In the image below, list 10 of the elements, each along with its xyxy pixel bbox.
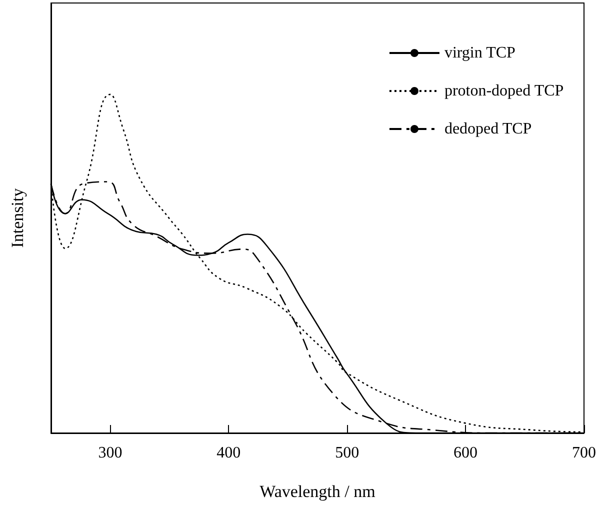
legend-label: virgin TCP	[444, 44, 516, 62]
x-tick-label: 700	[572, 444, 596, 462]
legend-label: proton-doped TCP	[444, 82, 564, 100]
x-axis-title: Wavelength / nm	[260, 482, 376, 501]
y-axis-title: Intensity	[8, 188, 27, 248]
legend-label: dedoped TCP	[444, 120, 532, 138]
x-tick-label: 400	[216, 444, 241, 462]
x-tick-label: 300	[98, 444, 122, 462]
x-tick-label: 600	[454, 444, 478, 462]
x-tick-label: 500	[335, 444, 360, 462]
